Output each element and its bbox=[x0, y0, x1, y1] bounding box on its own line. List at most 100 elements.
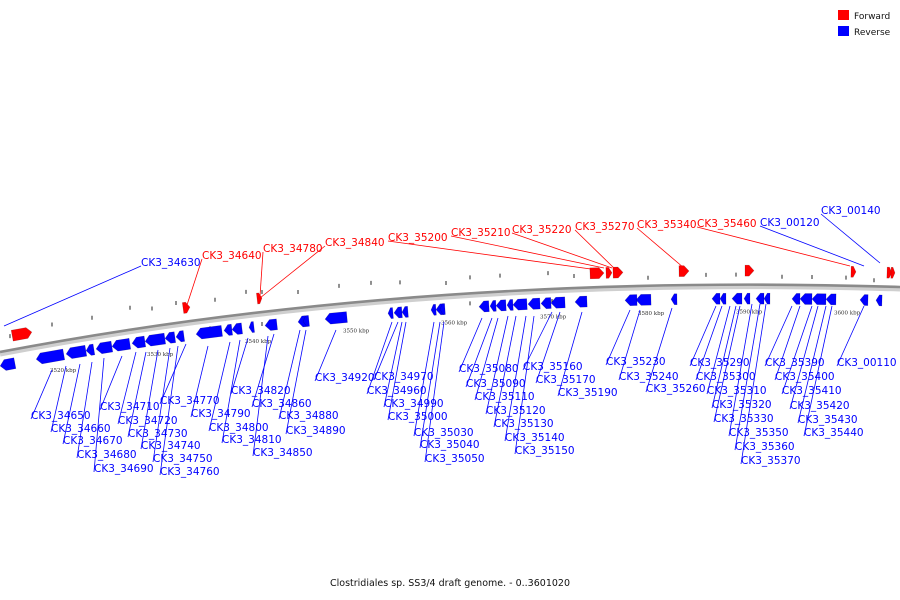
forward-gene-label: CK3_34840 bbox=[325, 237, 385, 249]
reverse-gene-label: CK3_34710 bbox=[100, 401, 160, 413]
reverse-gene bbox=[495, 299, 507, 312]
forward-gene-label-connector bbox=[636, 227, 685, 269]
reverse-gene-label-connector bbox=[774, 305, 801, 381]
reverse-gene bbox=[719, 292, 727, 305]
reverse-gene-label-connector bbox=[387, 321, 407, 421]
reverse-gene-label: CK3_00110 bbox=[837, 357, 897, 369]
reverse-gene-label: CK3_35330 bbox=[714, 413, 774, 425]
reverse-gene-label-connector bbox=[734, 303, 761, 451]
reverse-gene-label-connector bbox=[50, 365, 67, 433]
forward-gene bbox=[678, 265, 690, 277]
reverse-gene-label-connector bbox=[221, 339, 241, 444]
reverse-gene-shape bbox=[401, 306, 409, 318]
reverse-gene-shape bbox=[35, 348, 66, 365]
axis-tick-label: 3540 kbp bbox=[245, 339, 272, 345]
reverse-gene bbox=[825, 293, 837, 306]
forward-gene-shape bbox=[678, 265, 690, 277]
legend-swatch-forward bbox=[838, 10, 849, 20]
reverse-gene-label-connector bbox=[711, 305, 737, 409]
reverse-gene-label: CK3_35320 bbox=[712, 399, 772, 411]
reverse-gene-label: CK3_35360 bbox=[735, 441, 795, 453]
reverse-gene-label: CK3_34670 bbox=[63, 435, 123, 447]
axis-tick-label: 3520 kbp bbox=[50, 368, 77, 374]
reverse-gene-label: CK3_34970 bbox=[374, 371, 434, 383]
reverse-gene-shape bbox=[811, 293, 827, 305]
reverse-gene-label: CK3_35160 bbox=[523, 361, 583, 373]
reverse-gene-shape bbox=[0, 357, 17, 371]
forward-gene-label: CK3_35220 bbox=[512, 224, 572, 236]
forward-gene-shape bbox=[744, 264, 755, 277]
reverse-gene-shape bbox=[478, 300, 490, 313]
reverse-gene-label: CK3_35110 bbox=[475, 391, 535, 403]
reverse-gene-label-connector bbox=[789, 305, 819, 410]
reverse-gene-label-connector bbox=[689, 305, 717, 367]
reverse-gene-label-connector bbox=[127, 351, 147, 438]
reverse-gene-shape bbox=[540, 297, 552, 309]
reverse-gene bbox=[540, 297, 552, 309]
axis-tick-label: 3590 kbp bbox=[736, 310, 763, 316]
reverse-gene-label: CK3_35150 bbox=[515, 445, 575, 457]
reverse-gene-label-top: CK3_00140 bbox=[821, 205, 881, 217]
reverse-gene-label-connector bbox=[383, 321, 403, 408]
reverse-gene-shape bbox=[111, 338, 132, 352]
reverse-gene-label-connector bbox=[695, 305, 723, 381]
reverse-gene-label: CK3_34690 bbox=[94, 463, 154, 475]
forward-gene bbox=[605, 267, 613, 279]
reverse-gene bbox=[811, 293, 827, 305]
forward-gene-label-connector bbox=[259, 251, 264, 297]
forward-gene-label: CK3_34640 bbox=[202, 250, 262, 262]
forward-gene-label: CK3_34780 bbox=[263, 243, 323, 255]
reverse-gene-label-connector bbox=[413, 321, 435, 437]
reverse-gene-label-connector bbox=[493, 315, 517, 428]
reverse-gene-shape bbox=[85, 343, 96, 356]
reverse-gene-shape bbox=[719, 292, 727, 305]
forward-gene-shape bbox=[256, 292, 263, 305]
reverse-gene-shape bbox=[264, 318, 278, 331]
reverse-gene-label: CK3_34990 bbox=[384, 398, 444, 410]
reverse-gene-label-connector bbox=[93, 357, 105, 473]
reverse-gene-shape bbox=[763, 292, 771, 305]
reverse-gene-label-connector bbox=[557, 311, 583, 397]
reverse-gene-label-connector bbox=[706, 305, 731, 395]
legend-label-forward: Forward bbox=[854, 12, 890, 22]
reverse-gene-shape bbox=[859, 294, 869, 306]
forward-gene bbox=[850, 265, 857, 278]
reverse-gene-label: CK3_35370 bbox=[741, 455, 801, 467]
reverse-gene-label: CK3_35120 bbox=[486, 405, 546, 417]
reverse-gene bbox=[65, 345, 88, 359]
reverse-gene-shape bbox=[223, 323, 233, 336]
reverse-gene bbox=[489, 300, 497, 312]
reverse-gene bbox=[859, 294, 869, 306]
reverse-gene-label-connector bbox=[140, 349, 159, 450]
reverse-gene-label-connector bbox=[618, 309, 641, 381]
reverse-gene-label: CK3_35170 bbox=[536, 374, 596, 386]
reverse-gene-label-top: CK3_34630 bbox=[141, 257, 201, 269]
reverse-gene bbox=[439, 303, 446, 315]
reverse-gene-label-connector bbox=[458, 317, 483, 373]
forward-gene bbox=[890, 266, 896, 279]
forward-gene bbox=[744, 264, 755, 277]
forward-gene-label: CK3_35460 bbox=[697, 218, 757, 230]
reverse-gene-label: CK3_34850 bbox=[253, 447, 313, 459]
reverse-gene bbox=[506, 299, 514, 311]
axis-tick-label: 3600 kbp bbox=[834, 310, 861, 316]
forward-gene bbox=[589, 267, 605, 280]
reverse-gene-label: CK3_34890 bbox=[286, 425, 346, 437]
reverse-gene bbox=[711, 292, 721, 305]
reverse-gene-label: CK3_34800 bbox=[209, 422, 269, 434]
reverse-gene-label: CK3_35240 bbox=[619, 371, 679, 383]
forward-gene-label-connector bbox=[387, 240, 599, 271]
reverse-gene bbox=[95, 340, 114, 354]
reverse-gene-shape bbox=[393, 306, 403, 319]
reverse-gene-label-connector bbox=[740, 303, 767, 465]
reverse-gene-label-connector bbox=[99, 355, 123, 411]
reverse-gene-label: CK3_34770 bbox=[160, 395, 220, 407]
axis-tick-label: 3570 kbp bbox=[540, 314, 567, 320]
reverse-gene bbox=[231, 322, 243, 335]
reverse-gene bbox=[763, 292, 771, 305]
legend-label-reverse: Reverse bbox=[854, 28, 891, 38]
reverse-gene-shape bbox=[791, 293, 801, 305]
reverse-gene bbox=[512, 298, 528, 311]
reverse-gene-shape bbox=[875, 294, 883, 307]
reverse-gene bbox=[731, 292, 743, 305]
